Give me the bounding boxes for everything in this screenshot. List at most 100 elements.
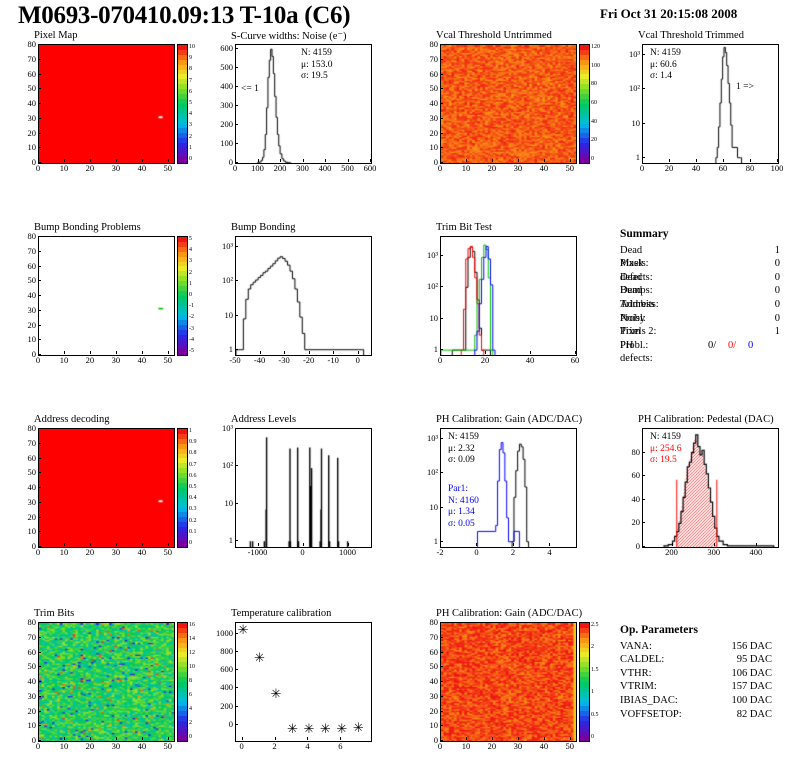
- x-tick-label: 40: [691, 163, 701, 173]
- y-tick: [440, 651, 443, 653]
- y-tick-label: 80: [27, 39, 37, 49]
- y-tick-label: 1: [433, 344, 438, 355]
- summary-row: Mask defects: 0: [620, 258, 780, 283]
- panel-scurve-widths: S-Curve widths: Noise (e⁻) 0 100 200 300 400 5…: [205, 30, 404, 173]
- plot-canvas-bump-bonding: [236, 237, 371, 355]
- color-bar-label: -2: [189, 314, 194, 321]
- x-tick: [115, 159, 117, 162]
- x-tick-label: 4: [305, 741, 310, 751]
- y-tick: [38, 516, 41, 518]
- y-tick: [235, 314, 238, 316]
- y-tick: [38, 695, 41, 697]
- color-bar-label: 1: [591, 689, 594, 696]
- color-bar-label: 0.4: [189, 495, 197, 502]
- x-tick: [575, 351, 576, 354]
- x-tick-label: 30: [111, 163, 121, 173]
- panel-bump-bonding: Bump Bonding -50 -40 -30 -20 -10 0 1 10 10² 10³: [205, 222, 404, 365]
- y-tick-label: 20: [429, 705, 439, 716]
- y-tick-label: 40: [27, 98, 37, 108]
- y-tick-label: 20: [631, 517, 641, 528]
- x-tick: [63, 543, 65, 546]
- y-tick: [38, 88, 41, 90]
- y-tick-label: 1: [228, 535, 233, 546]
- y-tick-label: 60: [27, 452, 37, 463]
- y-tick: [642, 88, 645, 90]
- op-parameter-row: CALDEL: 95 DAC: [620, 654, 772, 666]
- color-bar-label: 5: [189, 100, 192, 106]
- x-tick-label: 30: [111, 741, 121, 751]
- x-tick: [167, 351, 169, 354]
- x-tick: [696, 159, 697, 162]
- y-tick-label: 50: [429, 83, 439, 94]
- stats-box: N: 4159 μ: 60.6 σ: 1.4: [650, 48, 681, 83]
- data-point: ✳: [303, 721, 315, 737]
- y-tick-label: 10²: [221, 460, 233, 471]
- x-tick: [308, 351, 310, 354]
- y-tick-label: 10: [631, 117, 641, 128]
- y-tick-label: 50: [27, 661, 37, 672]
- color-bar-label: 0.8: [189, 450, 197, 457]
- color-bar-label: 0.2: [189, 517, 197, 524]
- y-tick-label: 60: [27, 68, 37, 79]
- y-tick: [440, 58, 443, 60]
- color-bar-trim-bits-map: [177, 622, 188, 742]
- data-point: ✳: [270, 686, 282, 702]
- plot-canvas-scurve-widths: [236, 45, 371, 163]
- y-tick-label: 20: [27, 705, 37, 716]
- plot-canvas-trim-bits-map: [39, 623, 174, 741]
- x-tick: [465, 159, 467, 162]
- x-tick-label: 50: [565, 741, 575, 751]
- color-bar-vcal-threshold-untrimmed: [579, 44, 590, 164]
- x-tick: [38, 159, 39, 162]
- y-tick-label: 50: [429, 661, 439, 672]
- y-tick: [235, 142, 238, 144]
- x-tick: [280, 159, 281, 162]
- x-tick-label: 50: [163, 355, 173, 365]
- plot-canvas-address-decoding: [39, 429, 174, 547]
- y-tick: [38, 472, 41, 474]
- x-tick: [115, 351, 117, 354]
- x-tick-label: 600: [363, 163, 377, 173]
- y-tick: [235, 85, 238, 87]
- plot-area-vcal-threshold-trimmed: [642, 44, 779, 164]
- y-tick-label: 80: [27, 617, 37, 627]
- stat-sigma: σ: 0.09: [448, 455, 475, 465]
- panel-ph-calibration-gain-map: PH Calibration: Gain (ADC/DAC) 0 10 20 30 40 5…: [410, 608, 609, 751]
- y-tick: [235, 502, 238, 504]
- color-bar-label: 9: [189, 55, 192, 62]
- y-tick: [38, 147, 41, 149]
- x-tick-label: 50: [163, 547, 173, 557]
- color-bar-bump-bonding-problems: [177, 236, 188, 356]
- color-bar-label: 4: [189, 706, 192, 712]
- y-tick-label: 40: [631, 493, 641, 504]
- x-tick-label: -1000: [247, 547, 268, 557]
- y-tick: [642, 522, 645, 524]
- x-tick: [115, 737, 117, 740]
- y-tick: [440, 117, 443, 119]
- x-tick-label: 50: [565, 163, 575, 173]
- summary-panel: Summary Dead Pixels: 1 Mask defects: 0 Dead B…: [620, 228, 780, 364]
- y-tick: [235, 540, 238, 542]
- color-bar-label: 1: [189, 428, 192, 434]
- color-bar-label: 0.7: [189, 461, 197, 468]
- x-tick: [669, 159, 670, 162]
- panel-temperature-calibration: Temperature calibration ✳ ✳ ✳ ✳ ✳ ✳ ✳ ✳ 0 2 4 6 0 200 4…: [205, 608, 404, 751]
- y-tick-label: 40: [27, 676, 37, 686]
- y-tick: [235, 669, 238, 671]
- x-tick: [284, 351, 286, 354]
- panel-title: Address Levels: [231, 414, 297, 425]
- y-tick: [38, 58, 41, 60]
- color-bar-label: 3: [189, 122, 192, 129]
- y-tick-label: 10³: [221, 241, 233, 252]
- x-tick-label: 40: [137, 355, 147, 365]
- op-parameter-row: VANA: 156 DAC: [620, 640, 772, 652]
- summary-row: Trim Probl.: 1: [620, 326, 780, 351]
- stat2-sigma: σ: 0.05: [448, 518, 475, 529]
- panel-title: S-Curve widths: Noise (e⁻): [231, 31, 347, 42]
- y-tick-label: 10²: [628, 83, 640, 94]
- x-tick-label: 40: [525, 355, 535, 365]
- x-tick-label: 0: [239, 741, 244, 751]
- y-tick-label: 70: [27, 245, 37, 256]
- y-tick-label: 0: [433, 157, 438, 167]
- y-tick-label: 0: [31, 349, 36, 359]
